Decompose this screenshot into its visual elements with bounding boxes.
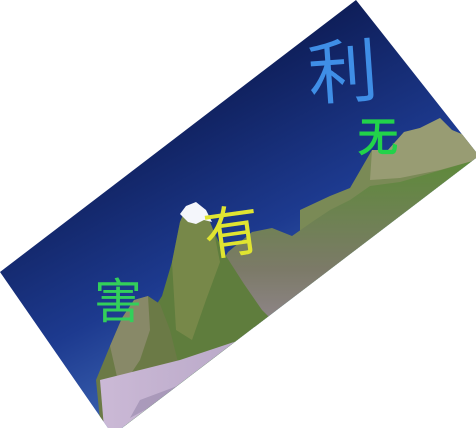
grass-edge <box>122 158 476 428</box>
label-hai: 害 <box>94 274 143 330</box>
label-wu: 无 <box>358 115 398 161</box>
snow-cap <box>180 202 212 224</box>
valley-plain <box>100 158 476 428</box>
label-you: 有 <box>199 197 265 270</box>
label-li: 利 <box>305 29 381 117</box>
